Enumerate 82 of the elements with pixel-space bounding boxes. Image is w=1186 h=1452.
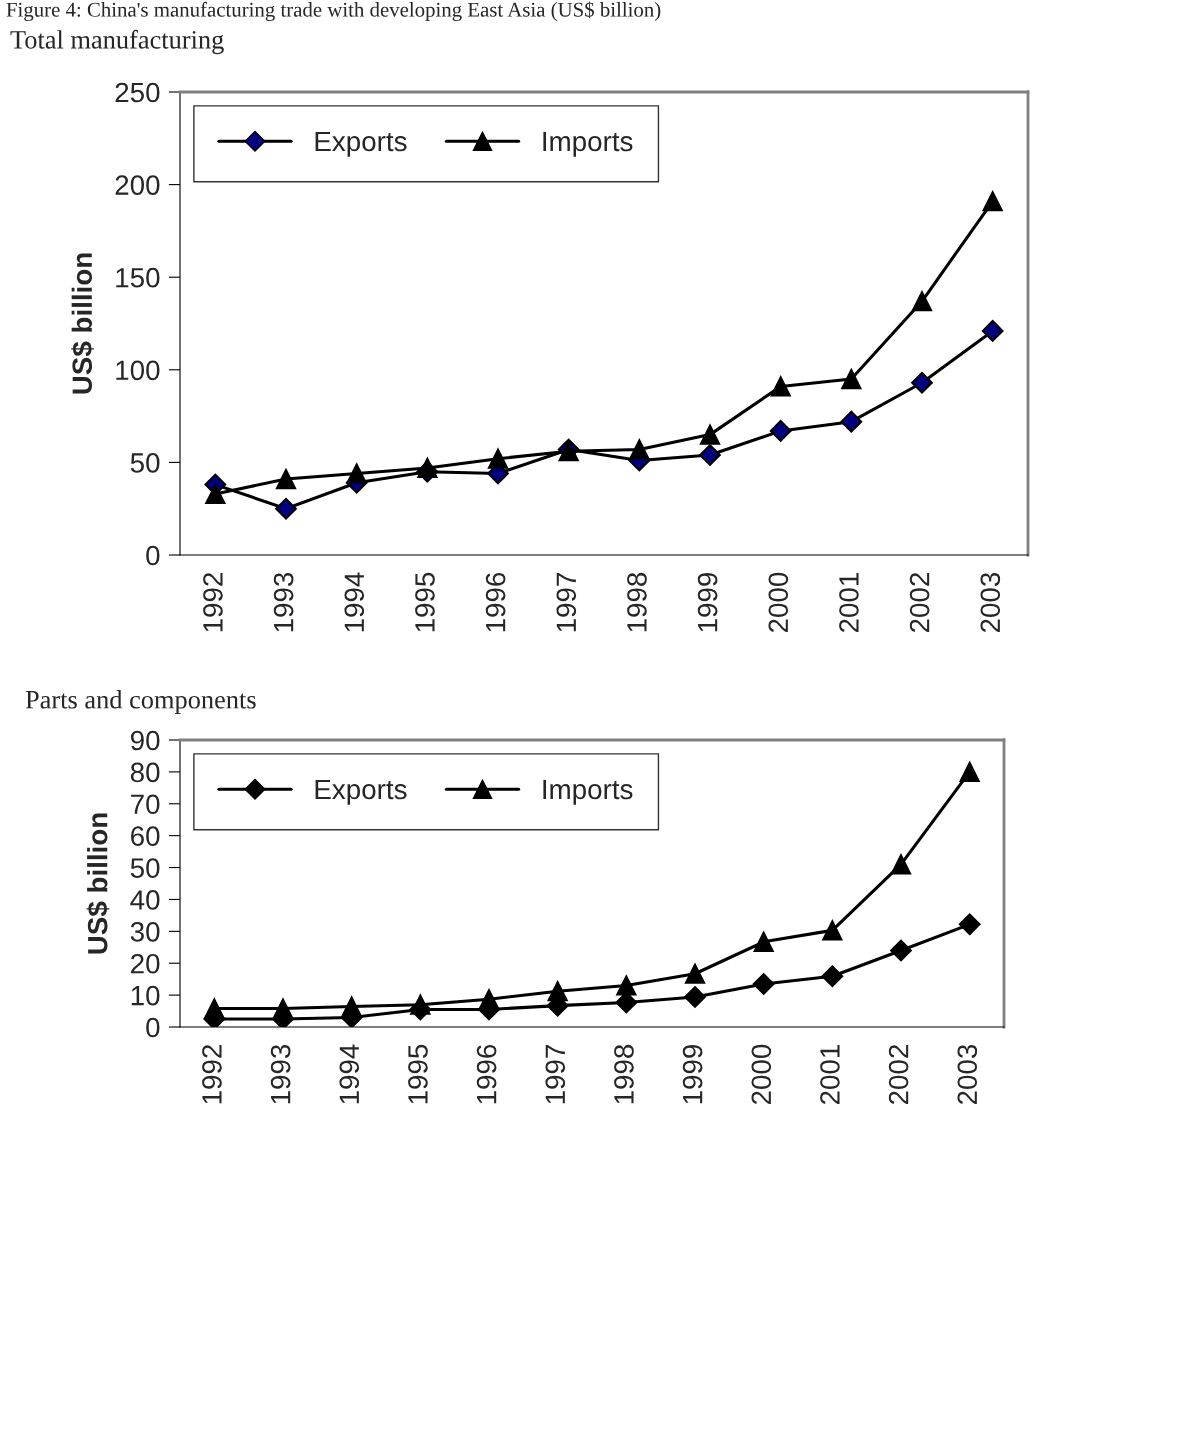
x-tick-label: 1999 bbox=[697, 572, 718, 632]
point bbox=[699, 444, 721, 466]
x-tick-label: 2000 bbox=[768, 572, 789, 633]
y-tick-label: 90 bbox=[130, 730, 160, 751]
point bbox=[478, 989, 500, 1010]
point bbox=[547, 981, 568, 1002]
point bbox=[205, 483, 226, 504]
point bbox=[684, 963, 706, 984]
point bbox=[911, 371, 933, 394]
point bbox=[275, 497, 297, 520]
x-tick-label: 2003 bbox=[980, 572, 1001, 633]
point bbox=[341, 996, 362, 1017]
point bbox=[911, 291, 933, 312]
chart-title: Total manufacturing bbox=[10, 29, 224, 55]
y-axis-title: US$ billion bbox=[86, 813, 110, 954]
point bbox=[959, 761, 980, 782]
x-tick-label: 2003 bbox=[957, 1044, 978, 1105]
x-tick-label: 1997 bbox=[556, 573, 577, 632]
y-tick-label: 0 bbox=[146, 1017, 160, 1038]
x-tick-label: 1993 bbox=[270, 1044, 291, 1104]
point bbox=[890, 854, 912, 875]
x-tick-label: 1996 bbox=[476, 1044, 497, 1104]
x-tick-label: 1997 bbox=[545, 1045, 566, 1104]
point bbox=[346, 463, 367, 484]
x-tick-label: 2002 bbox=[909, 573, 930, 633]
x-tick-label: 1992 bbox=[202, 1045, 222, 1104]
point bbox=[204, 998, 225, 1019]
x-tick-label: 1999 bbox=[682, 1044, 703, 1104]
y-tick-label: 70 bbox=[131, 794, 160, 815]
x-tick-label: 1995 bbox=[408, 1044, 428, 1104]
point bbox=[822, 920, 843, 941]
legend-label: Exports bbox=[315, 131, 407, 157]
y-tick-label: 200 bbox=[115, 175, 160, 195]
point bbox=[684, 986, 706, 1008]
point bbox=[753, 931, 774, 952]
x-tick-label: 2002 bbox=[888, 1045, 909, 1105]
legend-label: Imports bbox=[543, 131, 633, 157]
x-tick-label: 1993 bbox=[273, 572, 294, 632]
y-tick-label: 30 bbox=[130, 922, 160, 942]
y-tick-label: 40 bbox=[130, 890, 160, 910]
x-tick-label: 2001 bbox=[820, 1045, 840, 1105]
point bbox=[629, 439, 650, 460]
point bbox=[275, 469, 297, 490]
point bbox=[821, 965, 844, 988]
point bbox=[752, 973, 775, 995]
point bbox=[699, 424, 721, 445]
caption: Figure 4: China's manufacturing trade with developing East Asia (US$ billion) bbox=[6, 1, 661, 22]
y-tick-label: 250 bbox=[115, 82, 160, 103]
point bbox=[769, 420, 792, 442]
point bbox=[272, 998, 294, 1019]
point bbox=[890, 939, 912, 962]
point bbox=[840, 410, 863, 433]
chart-title: Parts and components bbox=[25, 690, 256, 714]
point bbox=[982, 191, 1003, 212]
x-tick-label: 1996 bbox=[485, 572, 506, 632]
x-tick-label: 1994 bbox=[339, 1044, 360, 1104]
x-tick-label: 1998 bbox=[627, 572, 647, 632]
y-tick-label: 50 bbox=[130, 858, 160, 878]
y-tick-label: 50 bbox=[130, 453, 160, 473]
point bbox=[487, 448, 509, 469]
point bbox=[410, 994, 431, 1015]
legend-label: Exports bbox=[315, 779, 407, 805]
y-tick-label: 20 bbox=[131, 953, 160, 974]
x-tick-label: 1995 bbox=[415, 572, 435, 632]
y-tick-label: 60 bbox=[131, 826, 160, 847]
x-tick-label: 1998 bbox=[614, 1044, 634, 1104]
point bbox=[770, 376, 791, 397]
y-axis-title: US$ billion bbox=[71, 253, 94, 394]
x-tick-label: 1994 bbox=[344, 572, 365, 632]
x-tick-label: 1992 bbox=[203, 573, 223, 632]
point bbox=[841, 368, 862, 390]
x-tick-label: 2001 bbox=[839, 573, 859, 633]
point bbox=[616, 975, 637, 996]
x-tick-label: 2000 bbox=[751, 1044, 772, 1105]
y-tick-label: 150 bbox=[116, 267, 160, 288]
legend-label: Imports bbox=[543, 779, 633, 805]
y-tick-label: 100 bbox=[116, 360, 160, 381]
y-tick-label: 80 bbox=[130, 762, 160, 783]
y-tick-label: 10 bbox=[131, 985, 160, 1006]
point bbox=[958, 913, 981, 936]
point bbox=[981, 320, 1004, 342]
y-tick-label: 0 bbox=[146, 545, 160, 566]
